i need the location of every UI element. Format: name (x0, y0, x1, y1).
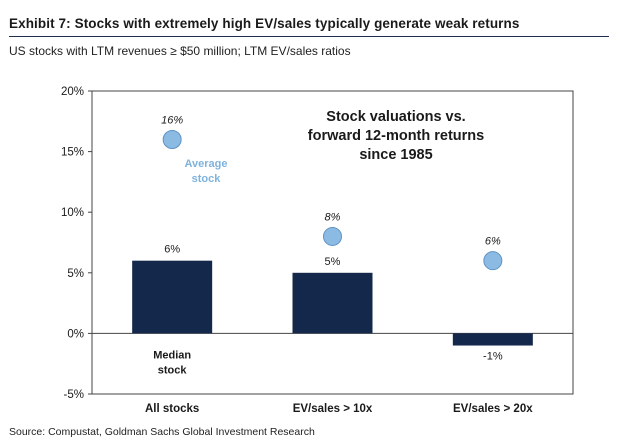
annotation-title-line-2: forward 12-month returns (308, 128, 484, 144)
y-tick-label: 10% (61, 207, 84, 219)
y-tick-label: 0% (67, 328, 84, 340)
chart-title: Exhibit 7: Stocks with extremely high EV… (9, 16, 520, 31)
annotation-median-line-2: stock (158, 364, 188, 376)
bar-value-label: 5% (325, 256, 341, 268)
dot-average-stock (162, 129, 182, 149)
annotation-average-line-1: Average (184, 158, 227, 170)
dot-average-stock (323, 226, 342, 246)
plot-frame (91, 90, 574, 395)
dot-value-label: 16% (161, 114, 183, 126)
y-tick-label: 15% (61, 147, 84, 159)
annotation-title-line-1: Stock valuations vs. (326, 109, 465, 125)
dot-value-label: 6% (485, 236, 501, 248)
x-category-label: EV/sales > 20x (453, 403, 533, 415)
dot-value-label: 8% (325, 211, 341, 223)
bar-median-stock (132, 260, 213, 334)
annotation-title-line-3: since 1985 (359, 147, 432, 163)
y-tick-label: -5% (64, 389, 84, 401)
x-category-label: All stocks (145, 403, 199, 415)
y-tick-label: 20% (61, 86, 84, 98)
annotation-median-line-1: Median (153, 349, 191, 361)
dot-average-stock (483, 251, 503, 271)
x-category-label: EV/sales > 10x (293, 403, 373, 415)
bar-median-stock (292, 272, 373, 334)
bar-value-label: 6% (164, 244, 180, 256)
chart-subtitle: US stocks with LTM revenues ≥ $50 millio… (9, 44, 351, 58)
source-note: Source: Compustat, Goldman Sachs Global … (9, 426, 315, 438)
title-divider (9, 36, 609, 37)
bar-median-stock (452, 333, 533, 346)
y-tick-label: 5% (67, 268, 84, 280)
bar-value-label: -1% (483, 351, 503, 363)
annotation-average-line-2: stock (192, 173, 222, 185)
